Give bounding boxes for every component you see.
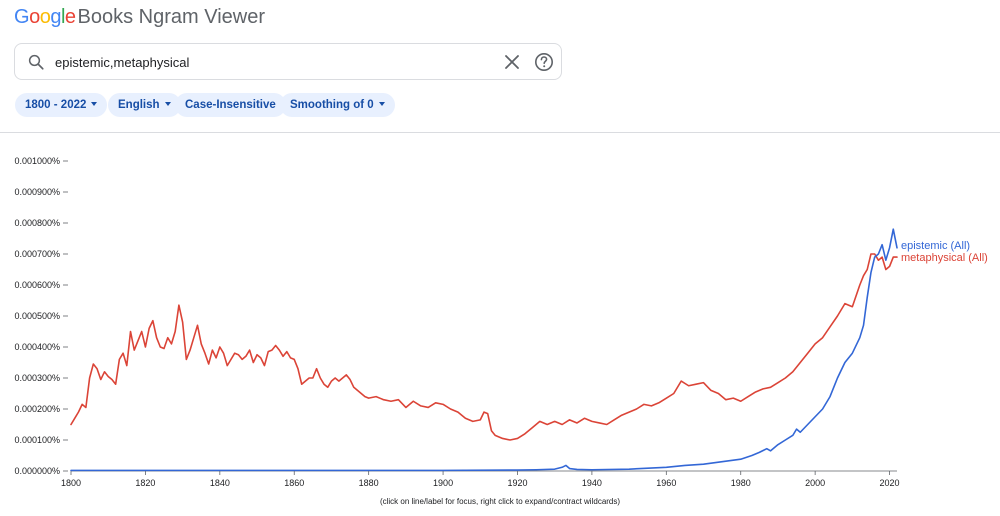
y-tick-label: 0.001000% [14, 156, 60, 166]
chart-series [70, 228, 898, 472]
logo-letter: o [29, 6, 40, 28]
series-labels: epistemic (All)metaphysical (All) [901, 240, 988, 264]
chevron-down-icon [378, 101, 385, 106]
smoothing-label: Smoothing of 0 [290, 99, 374, 111]
series-line[interactable] [70, 253, 898, 441]
product-name: Books Ngram Viewer [77, 6, 265, 28]
ngram-chart: 0.000000% 0.000100% 0.000200% 0.000300% 0.00… [14, 156, 988, 488]
y-tick-label: 0.000300% [14, 373, 60, 383]
x-tick-label: 1860 [284, 478, 304, 488]
logo-letter: g [50, 6, 61, 28]
y-tick-label: 0.000600% [14, 280, 60, 290]
logo-letter: o [39, 6, 51, 28]
case-label: Case-Insensitive [185, 99, 276, 111]
search-input[interactable] [55, 50, 455, 74]
corpus-chip[interactable]: English [108, 93, 181, 117]
search-bar [14, 43, 562, 80]
y-tick-label: 0.000100% [14, 435, 60, 445]
y-tick-label: 0.000900% [14, 187, 60, 197]
x-tick-label: 1980 [731, 478, 751, 488]
chart-axes: 0.000000% 0.000100% 0.000200% 0.000300% 0.00… [14, 156, 899, 488]
logo-letter: G [14, 6, 30, 28]
year-range-chip[interactable]: 1800 - 2022 [15, 93, 108, 117]
smoothing-chip[interactable]: Smoothing of 0 [280, 93, 395, 117]
y-tick-label: 0.000700% [14, 249, 60, 259]
case-chip[interactable]: Case-Insensitive [175, 93, 286, 117]
y-tick-label: 0.000400% [14, 342, 60, 352]
x-tick-label: 1920 [507, 478, 527, 488]
y-tick-label: 0.000800% [14, 218, 60, 228]
search-icon [28, 54, 44, 70]
x-tick-label: 1960 [656, 478, 676, 488]
app-logo[interactable]: Google Books Ngram Viewer [14, 5, 265, 29]
x-tick-label: 1940 [582, 478, 602, 488]
y-tick-label: 0.000000% [14, 466, 60, 476]
logo-letter: e [64, 6, 76, 28]
corpus-label: English [118, 99, 160, 111]
clear-icon[interactable] [504, 54, 520, 70]
x-tick-label: 2000 [805, 478, 825, 488]
year-range-label: 1800 - 2022 [25, 99, 87, 111]
google-logo-text: Google [14, 6, 76, 28]
chevron-down-icon [164, 101, 171, 106]
series-label[interactable]: metaphysical (All) [901, 252, 988, 264]
y-tick-label: 0.000500% [14, 311, 60, 321]
x-tick-label: 1840 [210, 478, 230, 488]
x-tick-label: 1880 [359, 478, 379, 488]
help-icon[interactable] [534, 52, 554, 72]
chevron-down-icon [91, 101, 98, 106]
x-tick-label: 1820 [135, 478, 155, 488]
logo-letter: l [60, 6, 65, 28]
x-tick-label: 2020 [880, 478, 900, 488]
y-tick-label: 0.000200% [14, 404, 60, 414]
x-tick-label: 1900 [433, 478, 453, 488]
x-tick-label: 1800 [61, 478, 81, 488]
chart-footnote: (click on line/label for focus, right cl… [379, 497, 621, 506]
series-label[interactable]: epistemic (All) [901, 240, 970, 252]
series-line[interactable] [70, 228, 898, 472]
